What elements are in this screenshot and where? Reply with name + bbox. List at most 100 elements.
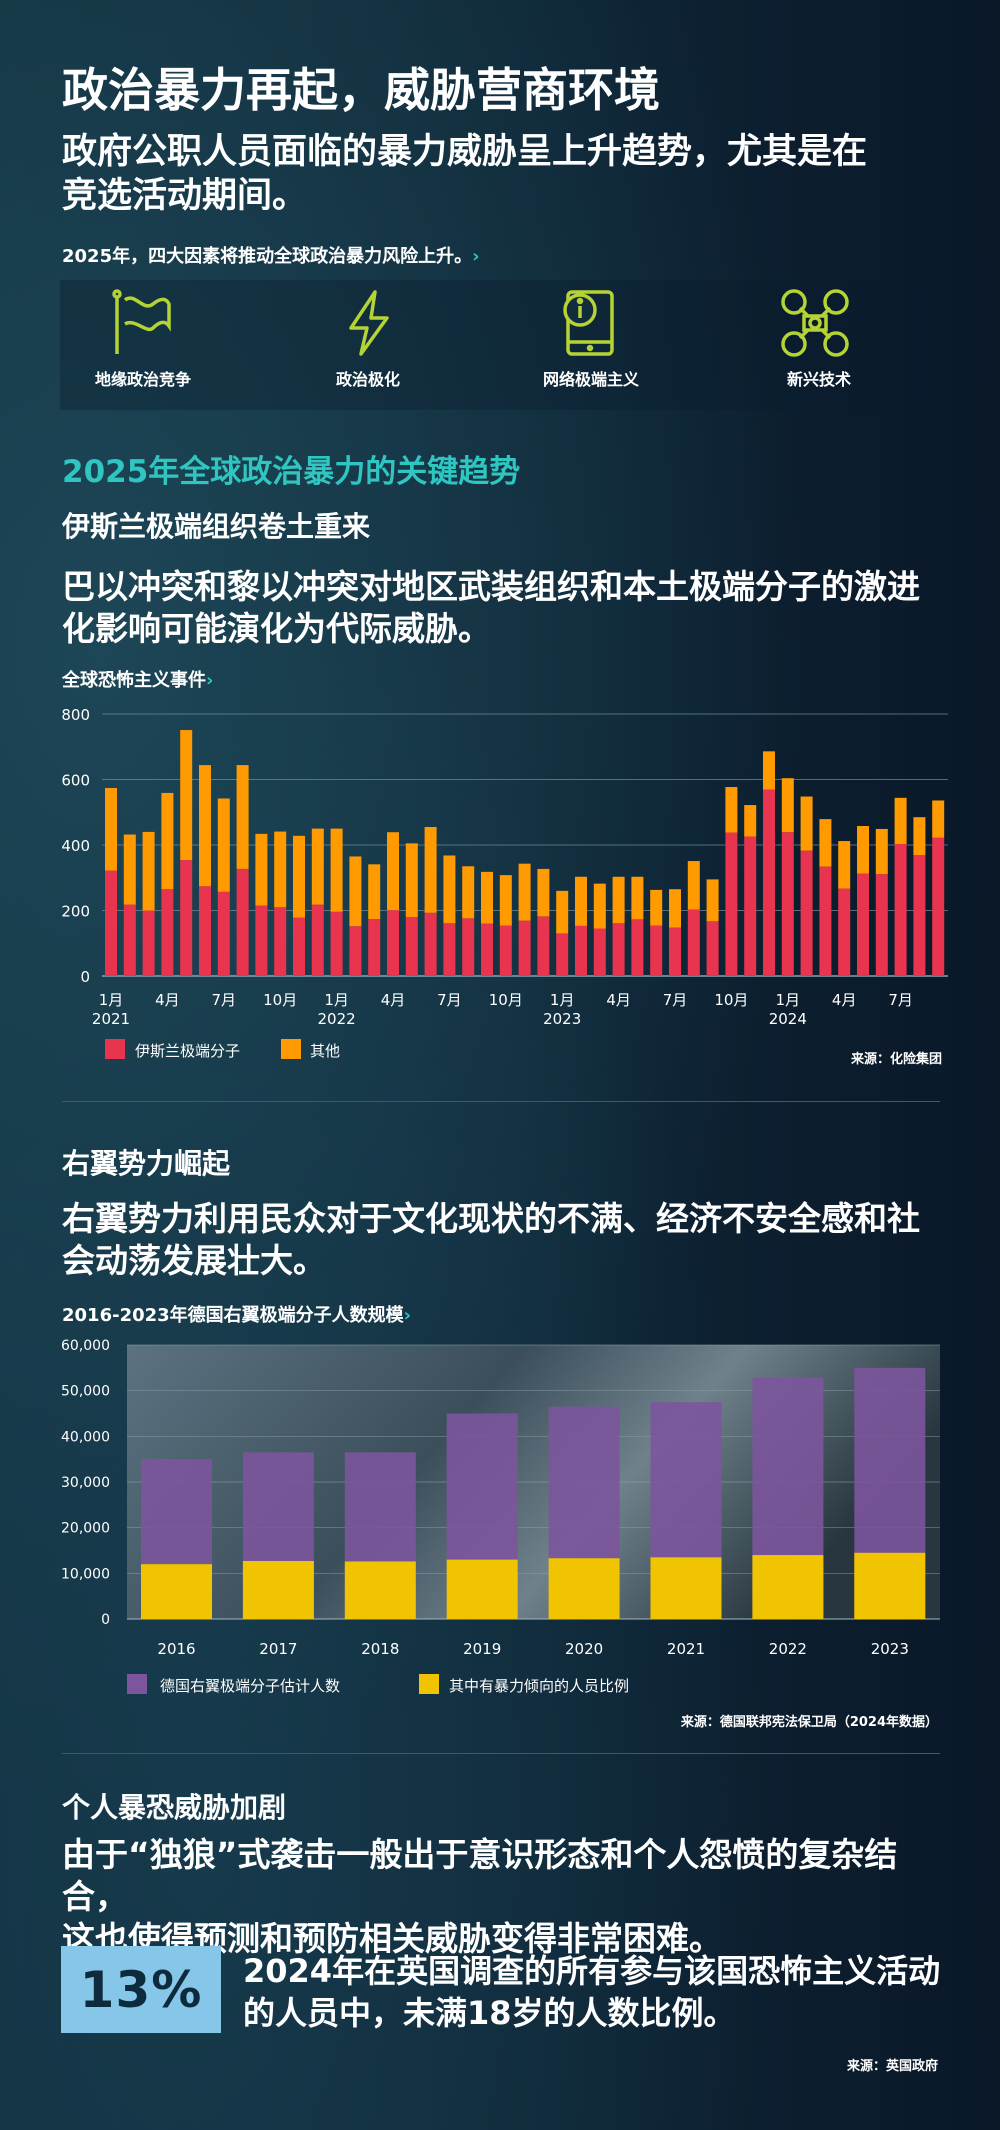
x-tick-label: 1月 [324,991,349,1009]
rightwing-heading: 右翼势力崛起 [62,1147,231,1180]
bar-2021-04 [161,792,174,890]
bar-2022-05 [405,917,418,976]
bar-2023-02 [575,925,587,976]
legend-swatch-islamist [105,1039,125,1059]
germany-rightwing-chart: 0 10,000 20,000 30,000 40,000 50,000 60,000 201… [61,1338,940,1658]
lonewolf-heading: 个人暴恐威胁加剧 [62,1791,287,1824]
divider [62,1753,940,1754]
x-tick-label: 10月 [714,991,748,1009]
x-tick-label: 1月 [99,991,124,1009]
x-tick-label: 2019 [463,1640,501,1658]
bar-2024-09 [932,837,945,976]
x-tick-label: 10月 [489,991,523,1009]
x-tick-label: 2016 [157,1640,195,1658]
bar-2023-12 [763,789,775,976]
legend-swatch-extremists [127,1674,147,1694]
bar-2023-10 [725,787,738,833]
bar-2021-07 [217,798,230,892]
x-tick-label: 4月 [832,991,857,1009]
bar-2022-04 [387,832,399,911]
bar-2024-05 [857,873,869,976]
x-tick-label: 2022 [769,1640,807,1658]
legend-label: 德国右翼极端分子估计人数 [160,1677,341,1695]
bar-2023-12 [763,751,775,790]
bar-2019 [446,1559,518,1619]
x-tick-label: 4月 [606,991,631,1009]
bar-2023-05 [631,876,644,920]
bar-2023-03 [593,883,606,929]
bar-2021-09 [255,833,268,906]
bar-2023-11 [744,805,757,837]
bar-2024-02 [800,850,813,976]
bar-2024-03 [819,819,832,867]
x-tick-label: 7月 [888,991,913,1009]
bar-2021-05 [180,860,193,976]
x-tick-label: 10月 [263,991,297,1009]
factors-panel [60,280,940,410]
stat-badge: 13% [61,1946,221,2033]
bar-2022-02 [349,856,362,927]
bar-2023-05 [631,919,644,976]
chart1-title[interactable]: 全球恐怖主义事件› [62,670,214,691]
y-tick-label: 600 [61,772,90,790]
chevron-right-icon: › [403,1305,412,1326]
chart1-source: 来源：化险集团 [850,1052,942,1067]
bar-2024-08 [913,817,926,856]
bar-2016 [141,1564,212,1619]
bar-2024-05 [857,826,869,874]
y-tick-label: 40,000 [61,1429,110,1445]
x-tick-label: 2017 [259,1640,297,1658]
legend-label: 其他 [310,1042,341,1060]
stat-source: 来源：英国政府 [846,2059,938,2074]
factors-heading[interactable]: 2025年，四大因素将推动全球政治暴力风险上升。› [62,246,480,267]
bar-2021-02 [123,834,136,905]
page-subtitle: 政府公职人员面临的暴力威胁呈上升趋势，尤其是在 竞选活动期间。 [62,132,868,216]
x-tick-label: 4月 [155,991,180,1009]
bar-2022-01 [330,911,343,976]
bar-2022-06 [424,912,437,976]
y-tick-label: 400 [61,837,90,855]
x-year-label: 2021 [92,1010,130,1028]
bar-2023-10 [725,832,738,976]
y-tick-label: 30,000 [61,1475,110,1491]
x-tick-label: 1月 [776,991,801,1009]
chart2-title[interactable]: 2016-2023年德国右翼极端分子人数规模› [62,1305,412,1326]
bar-2022-11 [518,863,531,921]
x-tick-label: 7月 [437,991,462,1009]
bar-2024-03 [819,866,832,976]
islamist-body: 巴以冲突和黎以冲突对地区武装组织和本土极端分子的激进 化影响可能演化为代际威胁。 [62,567,920,648]
bar-2022-09 [481,871,493,924]
y-tick-label: 20,000 [61,1521,110,1537]
rightwing-body: 右翼势力利用民众对于文化现状的不满、经济不安全感和社 会动荡发展壮大。 [62,1199,920,1280]
bar-2021-09 [255,905,268,976]
bar-2023-08 [687,861,700,910]
factor-label: 网络极端主义 [542,370,640,389]
bar-2023-06 [650,889,663,926]
bar-2021-08 [236,868,249,976]
bar-2024-09 [932,800,945,838]
x-tick-label: 7月 [212,991,237,1009]
bar-2022-10 [499,925,512,976]
x-tick-label: 7月 [663,991,688,1009]
x-tick-label: 1月 [550,991,575,1009]
y-tick-label: 200 [61,903,90,921]
bar-2024-08 [913,855,926,976]
lonewolf-body: 由于“独狼”式袭击一般出于意识形态和个人怨愤的复杂结合， 这也使得预测和预防相关威… [62,1835,898,1958]
bar-2021-10 [274,831,287,908]
bar-2024-02 [800,796,813,851]
y-tick-label: 10,000 [61,1566,110,1582]
bar-2022-03 [368,919,381,976]
x-tick-label: 2018 [361,1640,399,1658]
bar-2021-02 [123,904,136,976]
bar-2022-07 [443,855,456,924]
bar-2022-04 [387,910,399,976]
bar-2017 [242,1561,314,1619]
bar-2024-04 [838,888,851,976]
x-tick-label: 2023 [871,1640,909,1658]
bar-2022-05 [405,843,418,918]
bar-2023-03 [593,928,606,976]
x-year-label: 2024 [769,1010,807,1028]
legend-swatch-other [281,1039,301,1059]
bar-2024-07 [894,844,907,976]
page-title: 政治暴力再起，威胁营商环境 [62,63,660,117]
